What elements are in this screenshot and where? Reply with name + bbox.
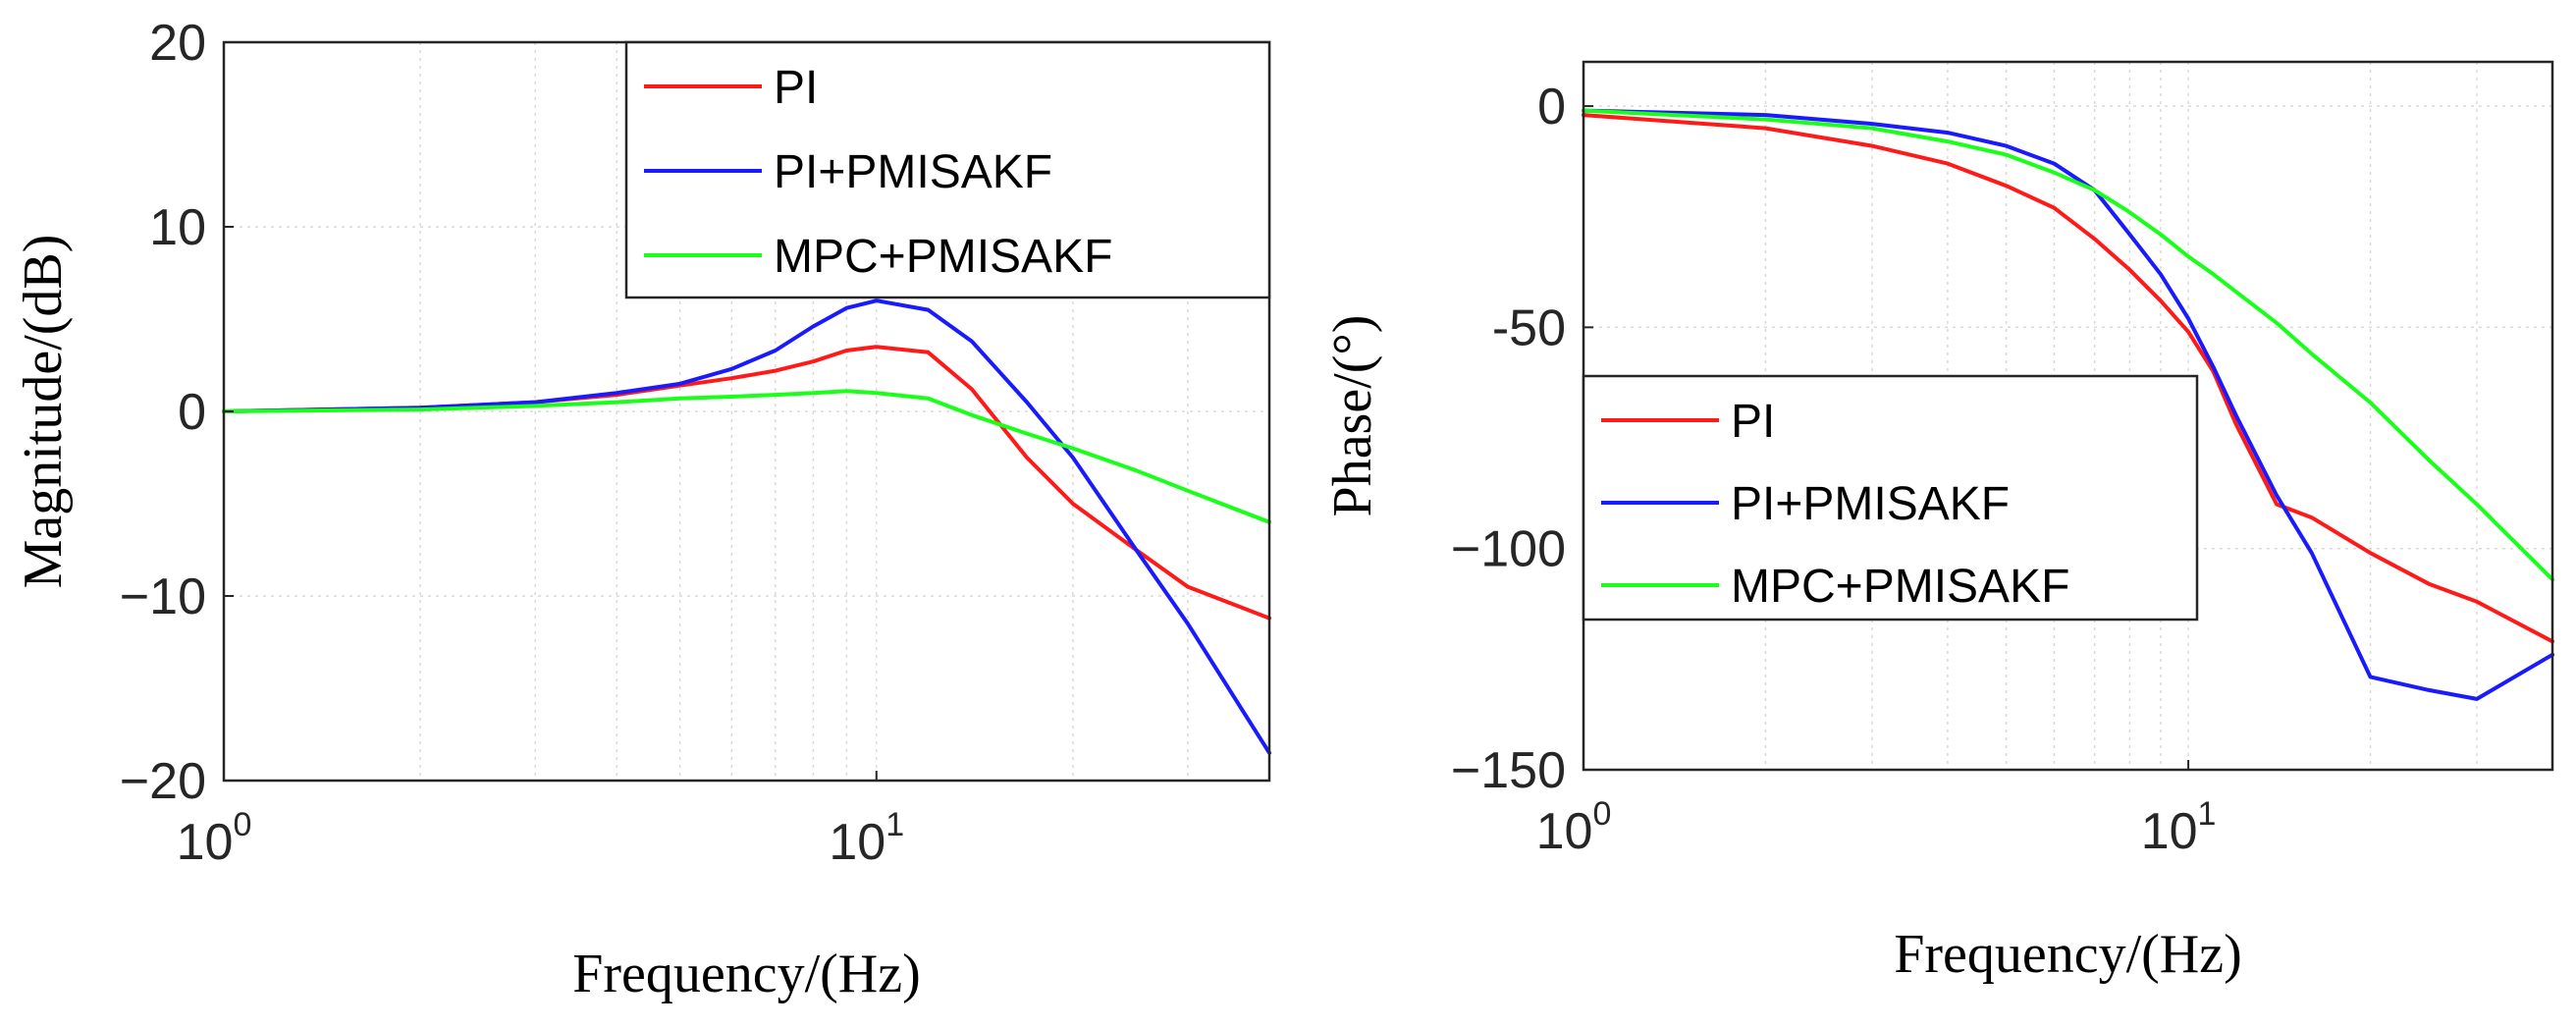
x-tick-label: 100 (1536, 795, 1612, 860)
y-axis-title: Magnitude/(dB) (13, 235, 74, 589)
x-axis-title: Frequency/(Hz) (572, 944, 921, 1004)
y-tick-label: -50 (1492, 299, 1566, 356)
x-tick-label: 100 (177, 806, 252, 871)
legend: PI PI+PMISAKF MPC+PMISAKF (624, 40, 1271, 299)
legend: PI PI+PMISAKF MPC+PMISAKF (1582, 374, 2199, 622)
legend-box (1582, 374, 2199, 622)
series-line-pi (222, 345, 1271, 621)
legend-label: PI+PMISAKF (774, 146, 1052, 198)
y-tick-label: 0 (178, 384, 206, 441)
y-tick-label: −150 (1451, 742, 1566, 799)
series-line-mpc-pmisakf (1582, 108, 2554, 582)
series-line-mpc-pmisakf (222, 389, 1271, 524)
y-tick-label: 10 (149, 199, 206, 256)
x-tick-label: 101 (2141, 795, 2217, 860)
y-tick-label: −100 (1451, 521, 1566, 578)
y-tick-label: 20 (149, 15, 206, 72)
x-axis-title: Frequency/(Hz) (1894, 924, 2242, 985)
y-tick-label: −20 (120, 753, 206, 810)
series-line-pi-pmisakf (222, 298, 1271, 755)
y-tick-label: 0 (1537, 79, 1566, 135)
legend-label: PI (774, 62, 818, 114)
legend-label: MPC+PMISAKF (774, 231, 1112, 283)
y-tick-label: −10 (120, 568, 206, 625)
legend-label: PI (1731, 396, 1775, 448)
legend-label: MPC+PMISAKF (1731, 561, 2069, 613)
y-axis-title: Phase/(°) (1322, 315, 1383, 517)
series-line-pi (1582, 113, 2554, 644)
legend-label: PI+PMISAKF (1731, 478, 2010, 530)
series-line-pi-pmisakf (1582, 108, 2554, 701)
x-tick-label: 101 (829, 806, 904, 871)
